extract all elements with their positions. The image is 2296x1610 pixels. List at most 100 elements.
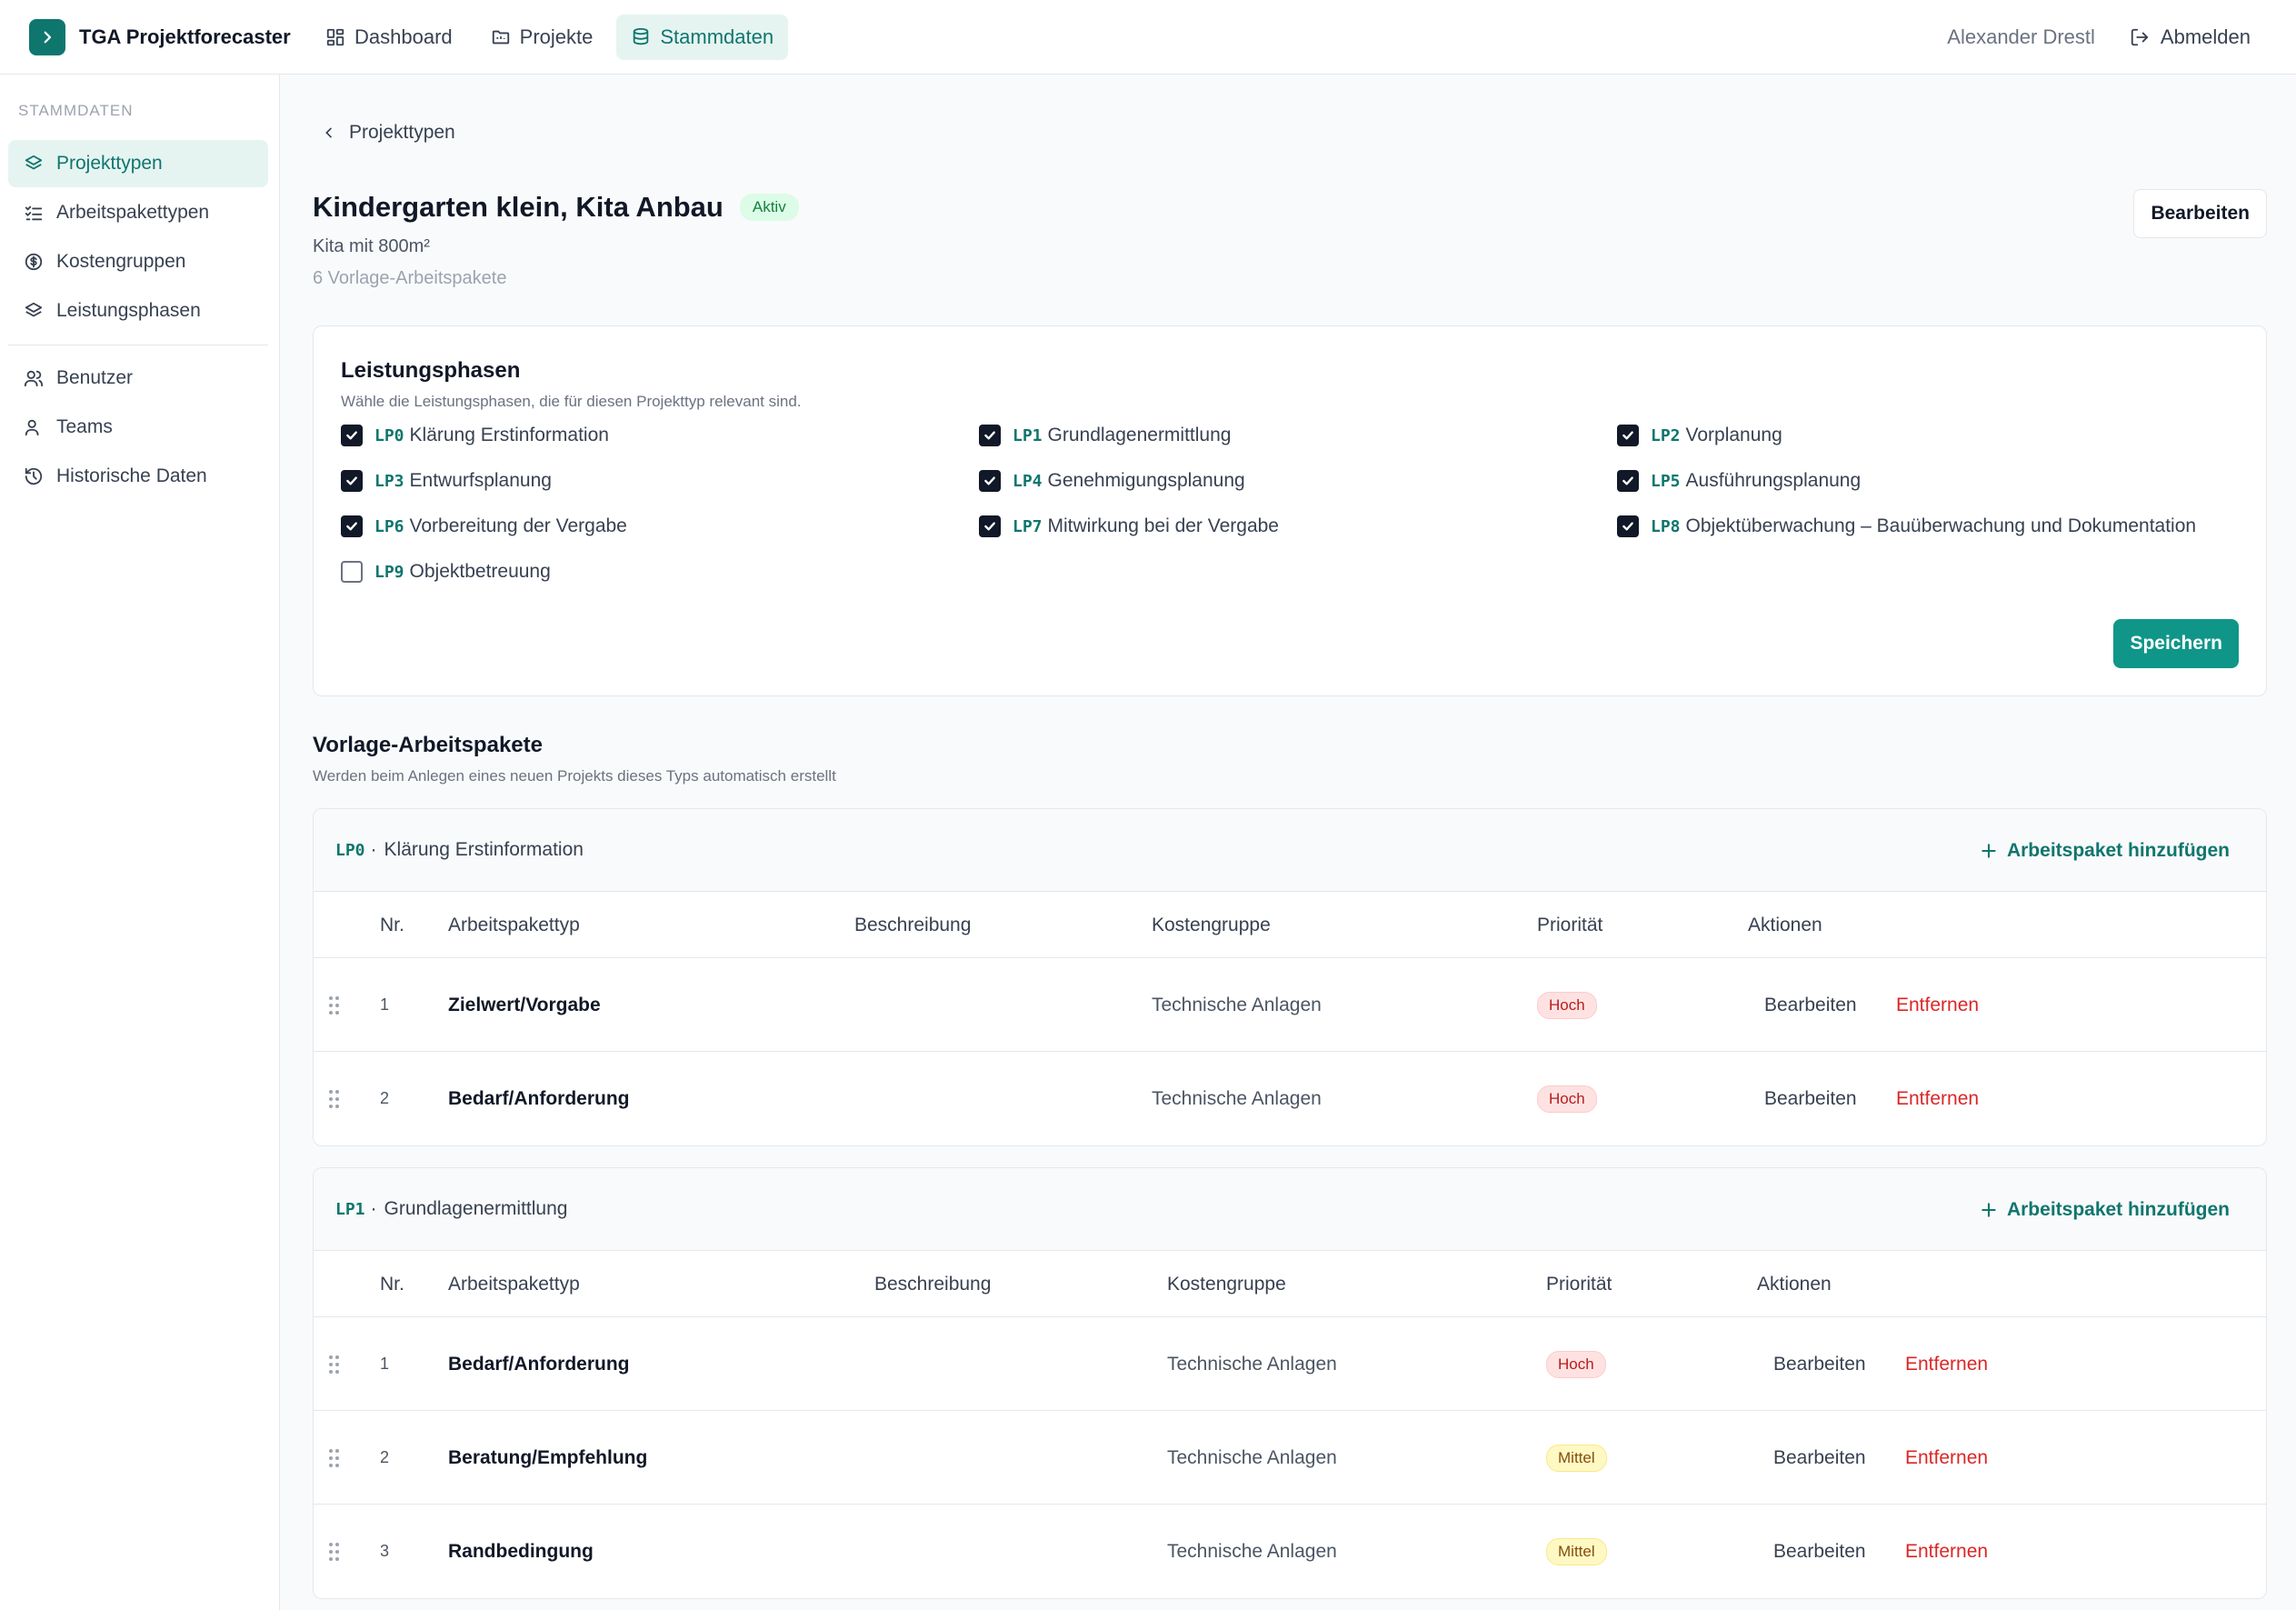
checkbox-checked-icon[interactable] — [341, 470, 363, 492]
sidebar-item-kostengruppen[interactable]: Kostengruppen — [8, 238, 268, 285]
priority-badge: Hoch — [1537, 991, 1597, 1019]
add-work-package-label: Arbeitspaket hinzufügen — [2006, 1198, 2230, 1220]
cost-group: Technische Anlagen — [1167, 1540, 1337, 1562]
edit-row-button[interactable]: Bearbeiten — [1773, 1540, 1866, 1562]
brand[interactable]: TGA Projektforecaster — [29, 18, 302, 55]
add-work-package-button[interactable]: Arbeitspaket hinzufügen — [1980, 809, 2230, 892]
priority-badge: Hoch — [1537, 1085, 1597, 1113]
edit-row-button[interactable]: Bearbeiten — [1773, 1446, 1866, 1468]
cost-group: Technische Anlagen — [1152, 1087, 1322, 1109]
phase-checkbox-lp8[interactable]: LP8 Objektüberwachung – Bauüberwachung un… — [1617, 515, 2196, 537]
page-subtitle: Kita mit 800m² — [313, 236, 430, 256]
phase-label: Vorbereitung der Vergabe — [409, 515, 627, 536]
nav-projekte-label: Projekte — [519, 25, 594, 48]
phase-label: Klärung Erstinformation — [409, 425, 609, 445]
remove-row-button[interactable]: Entfernen — [1905, 1446, 1989, 1468]
phase-code: LP0 — [374, 425, 404, 445]
checkbox-checked-icon[interactable] — [341, 425, 363, 446]
nav-stammdaten-label: Stammdaten — [660, 25, 774, 48]
table-header: Nr. Arbeitspakettyp Beschreibung Kosteng… — [314, 892, 2266, 958]
phase-checkbox-lp9[interactable]: LP9 Objektbetreuung — [341, 561, 551, 583]
sidebar-item-arbeitspakettypen[interactable]: Arbeitspakettypen — [8, 189, 268, 236]
drag-handle-icon[interactable] — [328, 1317, 341, 1411]
templates-description: Werden beim Anlegen eines neuen Projekts… — [313, 767, 836, 785]
group-label: Klärung Erstinformation — [384, 839, 584, 860]
page-title: Kindergarten klein, Kita Anbau — [313, 191, 724, 223]
table-row: 2 Bedarf/Anforderung Technische Anlagen Hoc… — [314, 1052, 2266, 1145]
checkbox-checked-icon[interactable] — [979, 515, 1001, 537]
checkbox-checked-icon[interactable] — [341, 515, 363, 537]
nav-projekte[interactable]: Projekte — [476, 15, 608, 60]
phase-checkbox-lp7[interactable]: LP7 Mitwirkung bei der Vergabe — [979, 515, 1279, 537]
checkbox-unchecked-icon[interactable] — [341, 561, 363, 583]
phase-label: Entwurfsplanung — [409, 470, 552, 491]
drag-handle-icon[interactable] — [328, 958, 341, 1052]
back-link[interactable]: Projekttypen — [322, 122, 455, 144]
col-type: Arbeitspakettyp — [448, 1273, 580, 1295]
top-navigation-bar: TGA Projektforecaster Dashboard Projekte… — [0, 0, 2296, 75]
nav-dashboard[interactable]: Dashboard — [311, 15, 467, 60]
edit-row-button[interactable]: Bearbeiten — [1773, 1353, 1866, 1375]
sidebar-heading: STAMMDATEN — [18, 102, 134, 119]
logout-button[interactable]: Abmelden — [2130, 25, 2251, 49]
group-label: Grundlagenermittlung — [384, 1198, 568, 1219]
add-work-package-button[interactable]: Arbeitspaket hinzufügen — [1980, 1168, 2230, 1251]
sidebar-item-benutzer[interactable]: Benutzer — [8, 355, 268, 402]
table-row: 2 Beratung/Empfehlung Technische Anlagen Mi… — [314, 1411, 2266, 1505]
priority-cell: Hoch — [1537, 958, 1597, 1052]
group-header: LP0 · Klärung Erstinformation Arbeitspak… — [314, 809, 2266, 892]
remove-row-button[interactable]: Entfernen — [1896, 1087, 1980, 1109]
work-package-type: Zielwert/Vorgabe — [448, 994, 601, 1015]
sidebar-item-projekttypen[interactable]: Projekttypen — [8, 140, 268, 187]
drag-handle-icon[interactable] — [328, 1411, 341, 1505]
nav-stammdaten[interactable]: Stammdaten — [616, 14, 789, 60]
app-name: TGA Projektforecaster — [79, 25, 291, 48]
sidebar-item-teams[interactable]: Teams — [8, 404, 268, 451]
phase-code: LP1 — [1013, 425, 1043, 445]
template-count: 6 Vorlage-Arbeitspakete — [313, 268, 507, 288]
edit-row-button[interactable]: Bearbeiten — [1764, 1087, 1857, 1109]
phase-code: LP3 — [374, 471, 404, 491]
drag-handle-icon[interactable] — [328, 1052, 341, 1145]
phase-label: Objektbetreuung — [409, 561, 551, 582]
phase-checkbox-lp2[interactable]: LP2 Vorplanung — [1617, 425, 1782, 446]
checkbox-checked-icon[interactable] — [979, 425, 1001, 446]
phase-label: Genehmigungsplanung — [1047, 470, 1245, 491]
checkbox-checked-icon[interactable] — [1617, 515, 1639, 537]
sidebar-item-label: Kostengruppen — [56, 251, 186, 272]
save-button[interactable]: Speichern — [2113, 619, 2239, 668]
checklist-icon — [25, 205, 43, 221]
col-cost-group: Kostengruppe — [1152, 914, 1271, 935]
phase-checkbox-lp0[interactable]: LP0 Klärung Erstinformation — [341, 425, 609, 446]
col-description: Beschreibung — [854, 914, 972, 935]
sidebar-item-historische-daten[interactable]: Historische Daten — [8, 453, 268, 500]
phase-checkbox-lp1[interactable]: LP1 Grundlagenermittlung — [979, 425, 1231, 446]
checkbox-checked-icon[interactable] — [1617, 470, 1639, 492]
phase-code: LP2 — [1651, 425, 1681, 445]
sidebar-item-leistungsphasen[interactable]: Leistungsphasen — [8, 287, 268, 335]
row-number: 1 — [380, 995, 390, 1014]
priority-cell: Mittel — [1546, 1505, 1607, 1598]
phase-checkbox-lp4[interactable]: LP4 Genehmigungsplanung — [979, 470, 1245, 492]
phase-code: LP8 — [1651, 516, 1681, 536]
group-code: LP1 — [335, 1199, 365, 1219]
table-header: Nr. Arbeitspakettyp Beschreibung Kosteng… — [314, 1251, 2266, 1317]
sidebar-item-label: Teams — [56, 416, 113, 437]
chevron-left-icon — [325, 127, 332, 138]
phase-checkbox-lp3[interactable]: LP3 Entwurfsplanung — [341, 470, 552, 492]
phase-checkbox-lp6[interactable]: LP6 Vorbereitung der Vergabe — [341, 515, 627, 537]
phase-checkbox-lp5[interactable]: LP5 Ausführungsplanung — [1617, 470, 1861, 492]
sidebar-item-label: Benutzer — [56, 367, 134, 388]
dollar-circle-icon — [25, 253, 43, 271]
checkbox-checked-icon[interactable] — [1617, 425, 1639, 446]
remove-row-button[interactable]: Entfernen — [1905, 1353, 1989, 1375]
phase-label: Vorplanung — [1685, 425, 1782, 445]
remove-row-button[interactable]: Entfernen — [1905, 1540, 1989, 1562]
phases-card-description: Wähle die Leistungsphasen, die für diese… — [341, 393, 802, 410]
phase-label: Ausführungsplanung — [1685, 470, 1862, 491]
edit-row-button[interactable]: Bearbeiten — [1764, 994, 1857, 1015]
edit-project-type-button[interactable]: Bearbeiten — [2133, 189, 2267, 238]
remove-row-button[interactable]: Entfernen — [1896, 994, 1980, 1015]
drag-handle-icon[interactable] — [328, 1505, 341, 1598]
checkbox-checked-icon[interactable] — [979, 470, 1001, 492]
